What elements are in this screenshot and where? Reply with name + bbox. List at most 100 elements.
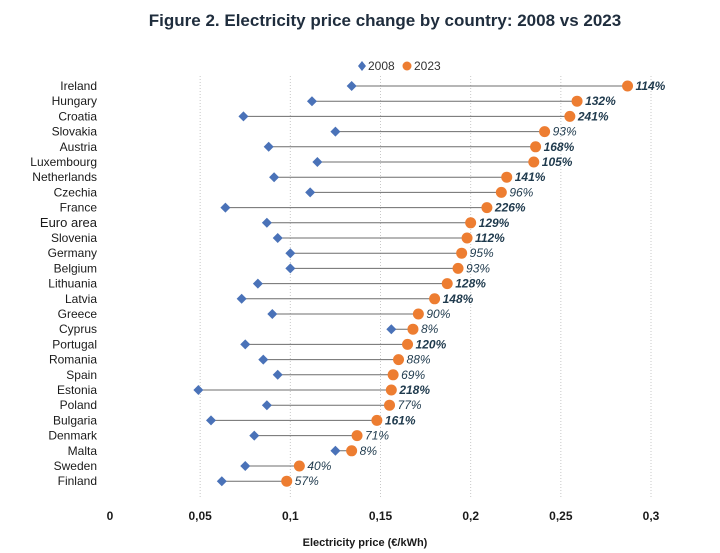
change-label: 105% — [542, 155, 573, 169]
marker-2008 — [272, 233, 283, 243]
category-label: Austria — [60, 140, 98, 154]
marker-2008 — [346, 81, 357, 91]
legend: 2008 2023 — [358, 59, 441, 73]
marker-2023 — [539, 126, 551, 138]
change-label: 168% — [544, 140, 575, 154]
marker-2023 — [530, 141, 542, 153]
marker-2023 — [371, 414, 383, 426]
marker-2023 — [407, 323, 419, 335]
change-labels: 114%132%241%93%168%105%141%96%226%129%11… — [295, 79, 666, 488]
marker-2008 — [220, 202, 231, 213]
marker-2008 — [267, 309, 278, 319]
category-label: Portugal — [52, 337, 97, 351]
marker-2023 — [461, 232, 473, 244]
change-label: 112% — [475, 231, 505, 245]
category-label: Malta — [68, 444, 98, 458]
marker-2008 — [240, 339, 251, 350]
marker-2023 — [393, 354, 405, 366]
marker-2023 — [452, 262, 464, 274]
marker-2008 — [285, 248, 296, 259]
category-label: Estonia — [57, 383, 97, 397]
x-tick-labels: 0 0,05 0,1 0,15 0,2 0,25 0,3 — [107, 509, 660, 523]
category-label: France — [60, 201, 98, 215]
chart-title: Figure 2. Electricity price change by co… — [149, 11, 621, 30]
marker-2023 — [346, 445, 358, 457]
category-label: Finland — [58, 474, 97, 488]
connector-lines — [198, 85, 628, 482]
category-label: Greece — [58, 307, 98, 321]
change-label: 93% — [466, 261, 490, 275]
legend-label-2008: 2008 — [368, 59, 395, 73]
change-label: 128% — [455, 277, 486, 291]
category-label: Poland — [60, 398, 97, 412]
x-tick-label: 0,05 — [188, 509, 212, 523]
x-tick-label: 0,2 — [462, 509, 479, 523]
category-label: Slovakia — [52, 125, 98, 139]
category-label: Hungary — [52, 94, 97, 108]
change-label: 90% — [426, 307, 450, 321]
change-label: 132% — [585, 94, 616, 108]
marker-2023 — [412, 308, 424, 320]
marker-2023 — [387, 369, 399, 381]
marker-2023 — [384, 399, 396, 411]
change-label: 93% — [553, 125, 577, 139]
marker-2008 — [330, 445, 341, 456]
marker-2023 — [564, 110, 576, 122]
change-label: 218% — [398, 383, 430, 397]
marker-2008 — [305, 187, 316, 198]
marker-2008 — [306, 96, 317, 107]
marker-2023 — [465, 217, 477, 229]
marker-2008 — [258, 354, 269, 365]
category-label: Germany — [48, 246, 97, 260]
x-tick-label: 0,1 — [282, 509, 299, 523]
marker-2023 — [429, 293, 441, 305]
legend-label-2023: 2023 — [414, 59, 441, 73]
category-label: Euro area — [40, 215, 98, 230]
category-label: Slovenia — [51, 231, 97, 245]
change-label: 40% — [307, 459, 331, 473]
change-label: 77% — [398, 398, 422, 412]
marker-2023 — [351, 430, 363, 442]
series-2008-markers — [193, 81, 397, 487]
change-label: 226% — [494, 201, 526, 215]
category-label: Latvia — [65, 292, 97, 306]
change-label: 95% — [470, 246, 494, 260]
change-label: 8% — [421, 322, 439, 336]
change-label: 96% — [509, 185, 533, 199]
category-label: Romania — [49, 353, 97, 367]
marker-2023 — [481, 202, 493, 214]
category-label: Ireland — [60, 79, 97, 93]
x-tick-label: 0,25 — [549, 509, 573, 523]
change-label: 148% — [443, 292, 474, 306]
marker-2023 — [402, 338, 414, 350]
category-label: Netherlands — [32, 170, 97, 184]
marker-2008 — [249, 430, 260, 441]
gridlines — [199, 76, 652, 498]
marker-2008 — [236, 293, 247, 304]
x-tick-label: 0 — [107, 509, 114, 523]
change-label: 120% — [416, 337, 447, 351]
category-label: Sweden — [54, 459, 97, 473]
category-label: Luxembourg — [30, 155, 97, 169]
marker-2008 — [285, 263, 296, 274]
marker-2008 — [269, 172, 280, 183]
marker-2023 — [501, 171, 513, 183]
marker-2008 — [312, 157, 323, 167]
category-label: Croatia — [58, 109, 97, 123]
marker-2008 — [272, 369, 283, 380]
x-tick-label: 0,3 — [643, 509, 660, 523]
marker-2023 — [385, 384, 397, 396]
change-label: 114% — [636, 79, 666, 93]
change-label: 241% — [577, 109, 609, 123]
category-label: Denmark — [48, 429, 98, 443]
change-label: 8% — [360, 444, 378, 458]
marker-2008 — [330, 126, 341, 137]
change-label: 88% — [407, 353, 431, 367]
marker-2008 — [263, 141, 274, 152]
legend-marker-2023 — [402, 61, 412, 71]
legend-marker-2008 — [358, 61, 366, 71]
change-label: 141% — [515, 170, 546, 184]
marker-2023 — [281, 475, 293, 487]
marker-2008 — [386, 324, 397, 335]
